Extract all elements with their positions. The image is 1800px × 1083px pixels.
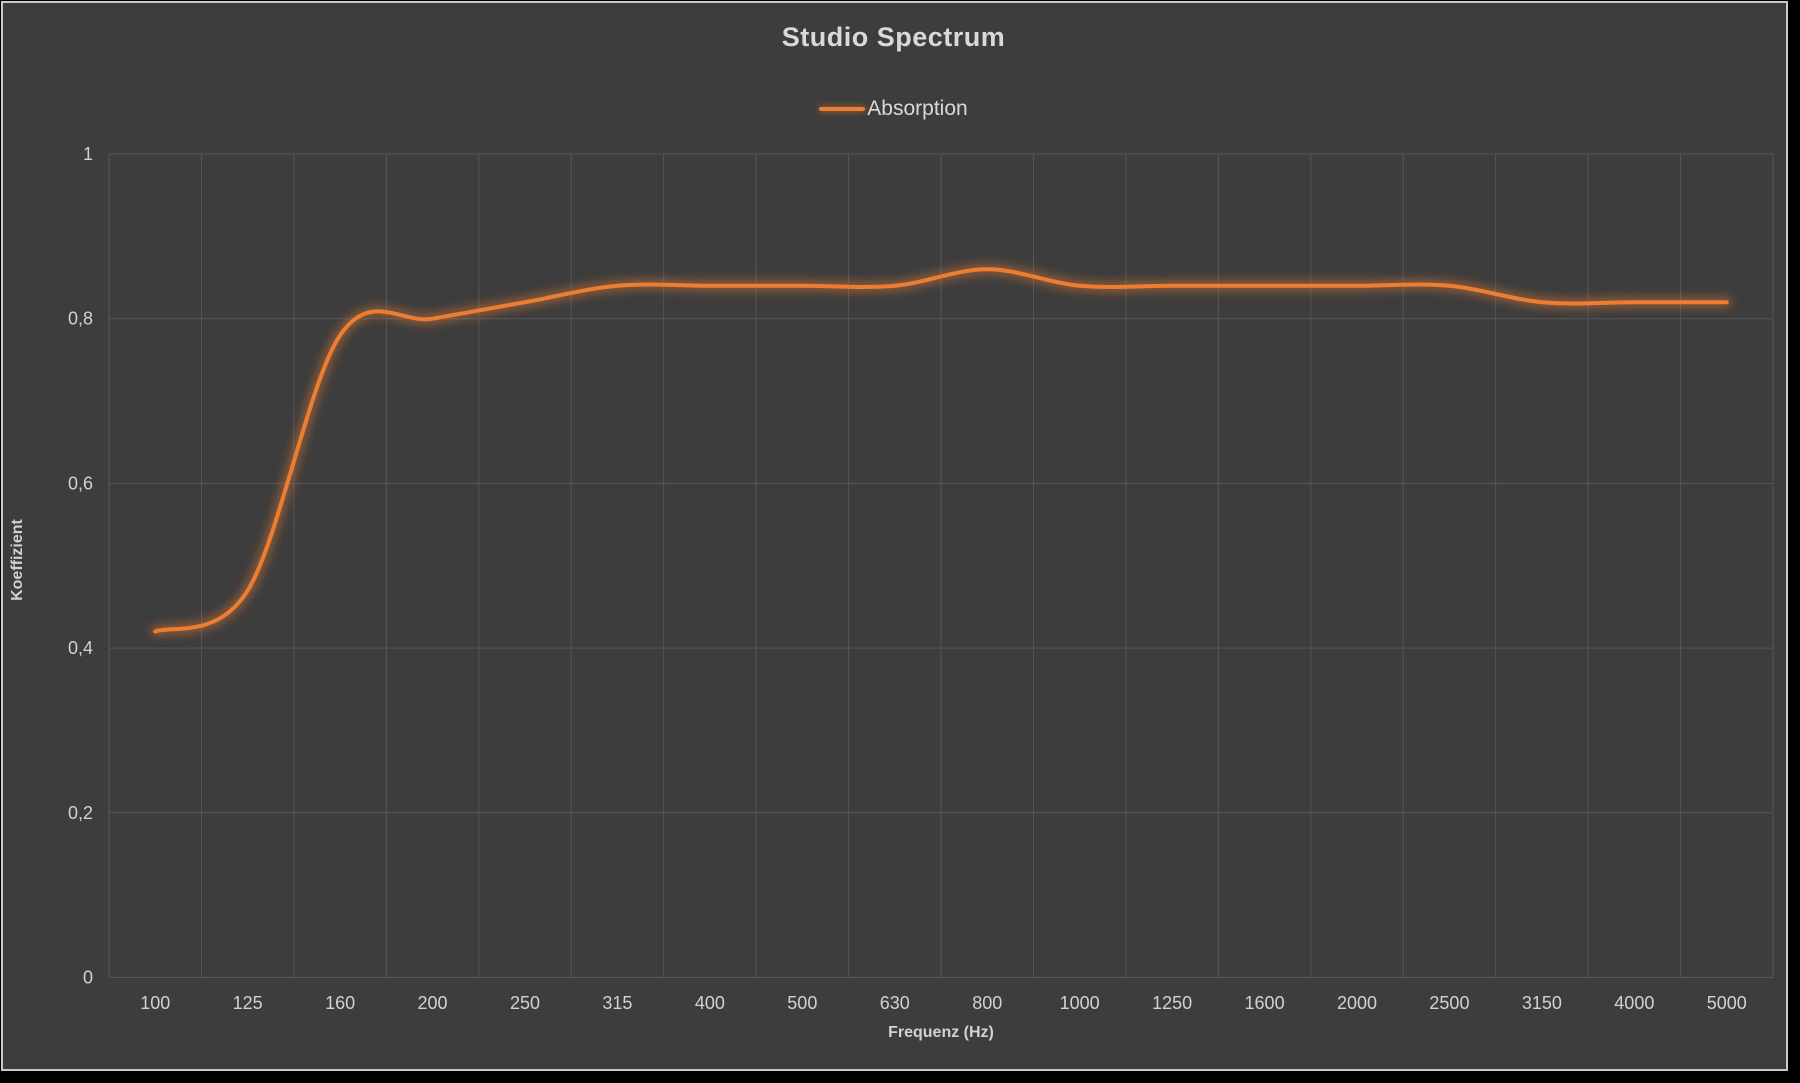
y-tick-label: 0 — [83, 968, 93, 988]
x-tick-label: 2000 — [1337, 993, 1377, 1013]
y-tick-label: 0,2 — [68, 803, 93, 823]
x-tick-label: 200 — [418, 993, 448, 1013]
x-tick-label: 160 — [325, 993, 355, 1013]
y-axis-title: Koeffizient — [9, 519, 26, 601]
x-tick-label: 1250 — [1152, 993, 1192, 1013]
x-tick-label: 3150 — [1522, 993, 1562, 1013]
legend-line-marker-icon — [819, 107, 866, 111]
x-tick-label: 1000 — [1060, 993, 1100, 1013]
x-tick-label: 500 — [787, 993, 817, 1013]
x-tick-label: 2500 — [1429, 993, 1469, 1013]
x-axis-title: Frequenz (Hz) — [888, 1024, 994, 1041]
y-tick-label: 0,8 — [68, 309, 93, 329]
x-tick-label: 125 — [233, 993, 263, 1013]
x-tick-label: 315 — [602, 993, 632, 1013]
x-tick-label: 5000 — [1707, 993, 1747, 1013]
x-tick-label: 400 — [695, 993, 725, 1013]
x-tick-label: 1600 — [1245, 993, 1285, 1013]
x-tick-label: 630 — [880, 993, 910, 1013]
legend: Absorption — [0, 97, 1787, 121]
y-tick-label: 1 — [83, 144, 93, 164]
x-tick-label: 100 — [140, 993, 170, 1013]
x-tick-label: 4000 — [1614, 993, 1654, 1013]
y-tick-label: 0,6 — [68, 473, 93, 493]
x-tick-label: 250 — [510, 993, 540, 1013]
y-tick-label: 0,4 — [68, 638, 93, 658]
chart-title: Studio Spectrum — [781, 22, 1006, 52]
absorption-line — [153, 267, 1729, 634]
x-tick-label: 800 — [972, 993, 1002, 1013]
legend-label-absorption: Absorption — [867, 97, 968, 120]
